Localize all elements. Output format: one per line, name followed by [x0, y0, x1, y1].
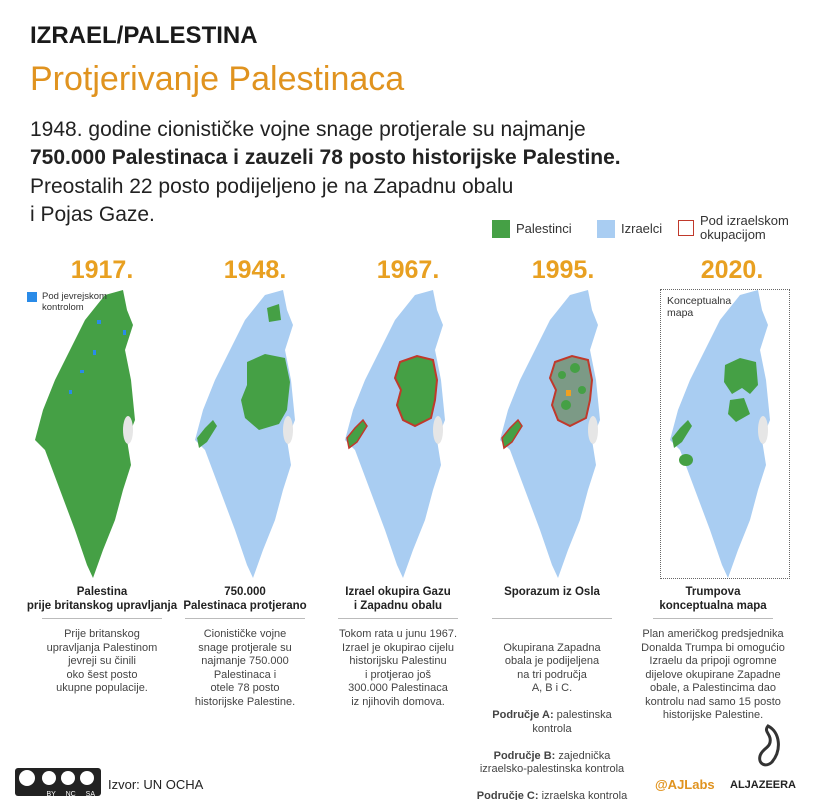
cc-badge: BY NC SA	[15, 768, 101, 798]
occupied-area	[394, 355, 438, 427]
handle: @AJLabs	[655, 777, 715, 792]
legend-label: Palestinci	[516, 221, 572, 236]
cc-icon	[80, 771, 94, 785]
logo-mark	[758, 724, 780, 767]
caption: Trumpova konceptualna mapa	[659, 586, 767, 612]
map-1995	[500, 290, 600, 578]
map-2020	[670, 290, 770, 578]
area-item: Područje B: zajednička izraelsko-palesti…	[472, 750, 632, 777]
divider	[338, 618, 458, 619]
map-1948	[195, 290, 295, 578]
caption: Palestina prije britanskog upravljanja	[26, 586, 178, 612]
description: Cionističke vojne snage protjerale su na…	[194, 628, 296, 708]
source: Izvor: UN OCHA	[108, 777, 204, 792]
jewish-area	[69, 390, 72, 394]
year: 1917.	[70, 256, 134, 284]
divider	[42, 618, 162, 619]
dead-sea	[283, 416, 293, 444]
area-text: zajednička izraelsko-palestinska kontrol…	[479, 749, 625, 776]
dead-sea	[758, 416, 768, 444]
map-note: Konceptualna mapa	[667, 295, 732, 319]
area-text: izraelska kontrola	[541, 790, 628, 800]
area-label: Područje A:	[492, 709, 554, 721]
caption: Izrael okupira Gazu i Zapadnu obalu	[345, 586, 451, 612]
aj-logo	[758, 724, 780, 767]
lead-line: 1948. godine cionističke vojne snage pro…	[30, 118, 586, 141]
area-text: palestinska kontrola	[532, 709, 612, 735]
title: Protjerivanje Palestinaca	[30, 60, 405, 98]
palestinian-area	[679, 454, 693, 466]
map-1967	[345, 290, 445, 578]
divider	[653, 618, 773, 619]
license: BY NC SA	[46, 791, 95, 798]
palestinian-area	[728, 398, 750, 422]
jewish-area	[123, 330, 126, 335]
map-1917	[35, 290, 135, 578]
area-label: Područje B:	[493, 749, 556, 762]
description: Tokom rata u junu 1967. Izrael je okupir…	[338, 628, 458, 708]
lead-bold: 750.000 Palestinaca i zauzeli 78 posto h…	[30, 146, 621, 169]
dead-sea	[433, 416, 443, 444]
cc-icons	[19, 770, 94, 786]
jewish-area	[97, 320, 101, 324]
concept-box	[660, 289, 790, 579]
cc-icon	[42, 771, 56, 785]
map-note: Pod jevrejskom kontrolom	[42, 291, 107, 313]
legend-swatch	[597, 220, 615, 238]
dead-sea	[123, 416, 133, 444]
cc-icon	[19, 770, 35, 786]
description: Prije britanskog upravljanja Palestinom …	[46, 628, 158, 694]
area-a	[570, 363, 580, 373]
area-a	[561, 400, 571, 410]
legend-swatch	[492, 220, 510, 238]
description: Okupirana Zapadna obala je podijeljena n…	[472, 628, 632, 800]
area-item: Područje A: palestinska kontrola	[472, 709, 632, 736]
legend-label: Izraelci	[621, 221, 663, 236]
area-a	[558, 371, 566, 379]
divider	[492, 618, 612, 619]
area-label: Područje C:	[476, 790, 539, 800]
jewish-area	[93, 350, 96, 355]
dead-sea	[588, 416, 598, 444]
caption: 750.000 Palestinaca protjerano	[183, 586, 307, 612]
jewish-area	[80, 370, 84, 373]
land	[35, 290, 135, 578]
year: 1995.	[531, 256, 595, 284]
jerusalem	[566, 390, 571, 396]
legend-swatch	[678, 220, 694, 236]
kicker: IZRAEL/PALESTINA	[30, 22, 258, 49]
lead-line: i Pojas Gaze.	[30, 203, 155, 226]
cc-icon	[61, 771, 75, 785]
brand: ALJAZEERA	[730, 779, 797, 791]
lead-line: Preostalih 22 posto podijeljeno je na Za…	[30, 175, 514, 198]
area-item: Područje C: izraelska kontrola	[472, 790, 632, 800]
caption: Sporazum iz Osla	[504, 586, 600, 598]
palestinian-area	[267, 304, 281, 322]
year: 2020.	[700, 256, 764, 284]
palestinian-area	[724, 358, 758, 394]
legend-label: Pod izraelskom okupacijom	[700, 213, 789, 242]
year: 1967.	[376, 256, 440, 284]
area-a	[578, 386, 586, 394]
note-swatch	[27, 292, 37, 302]
description: Plan američkog predsjednika Donalda Trum…	[641, 628, 785, 721]
description-text: Okupirana Zapadna obala je podijeljena n…	[503, 641, 601, 695]
divider	[185, 618, 305, 619]
palestinian-area	[241, 354, 290, 430]
year: 1948.	[223, 256, 287, 284]
